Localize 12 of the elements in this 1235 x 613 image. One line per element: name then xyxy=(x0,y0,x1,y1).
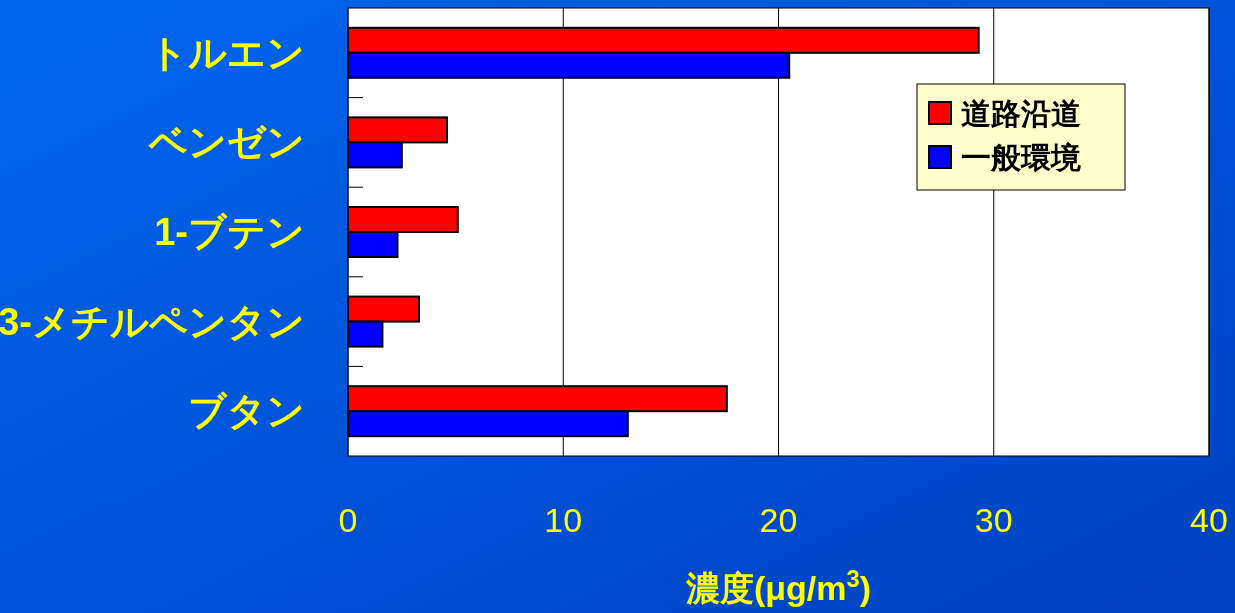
legend-label: 道路沿道 xyxy=(961,97,1081,130)
x-tick-label: 20 xyxy=(759,501,798,539)
y-tick-label: ベンゼン xyxy=(148,121,305,164)
x-tick-label: 0 xyxy=(338,501,358,539)
y-tick-label: ブタン xyxy=(188,390,305,433)
x-tick-label: 10 xyxy=(544,501,583,539)
y-tick-label: 1-ブテン xyxy=(154,211,305,253)
y-tick-label: トルエン xyxy=(149,31,305,74)
x-tick-label: 30 xyxy=(974,501,1013,539)
x-axis-title: 濃度(μg/m$^{3}$) xyxy=(684,564,872,607)
legend-label: 一般環境 xyxy=(961,141,1081,174)
x-tick-label: 40 xyxy=(1190,501,1228,539)
